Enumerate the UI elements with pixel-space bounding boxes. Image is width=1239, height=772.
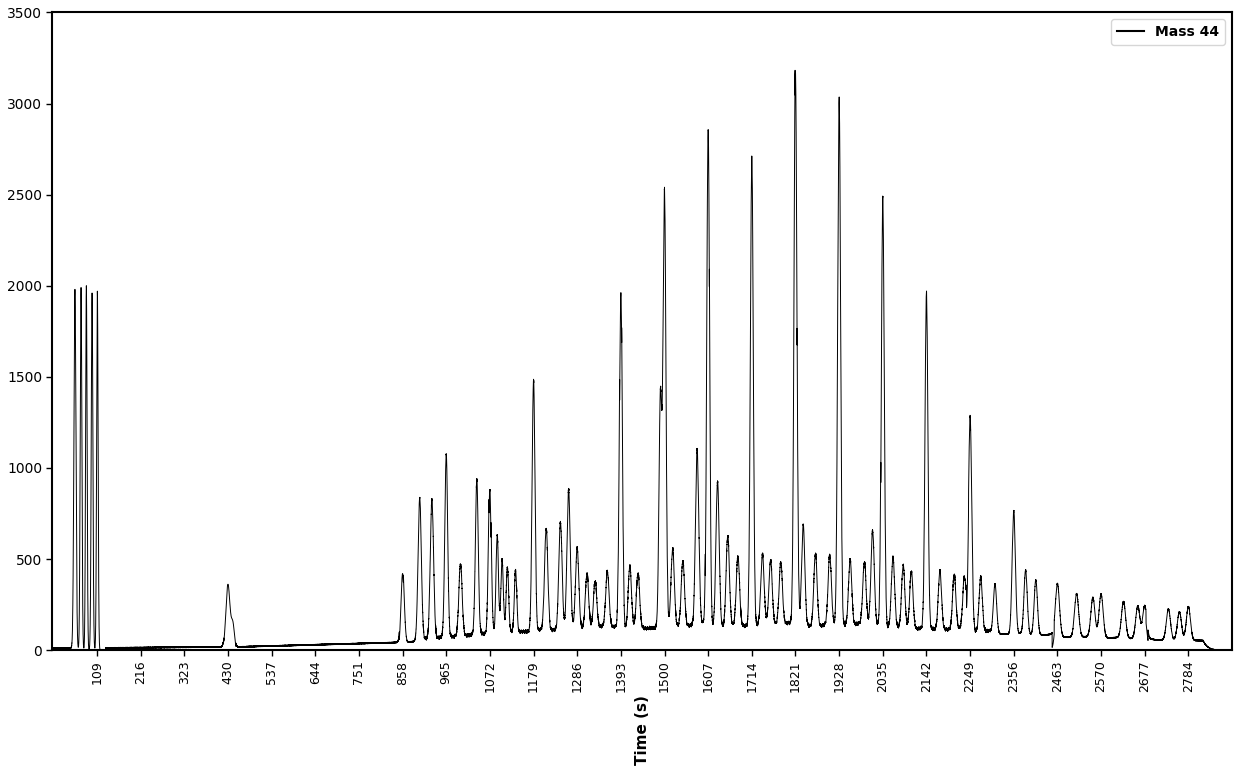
Legend: Mass 44: Mass 44 bbox=[1111, 19, 1225, 45]
X-axis label: Time (s): Time (s) bbox=[634, 695, 649, 765]
